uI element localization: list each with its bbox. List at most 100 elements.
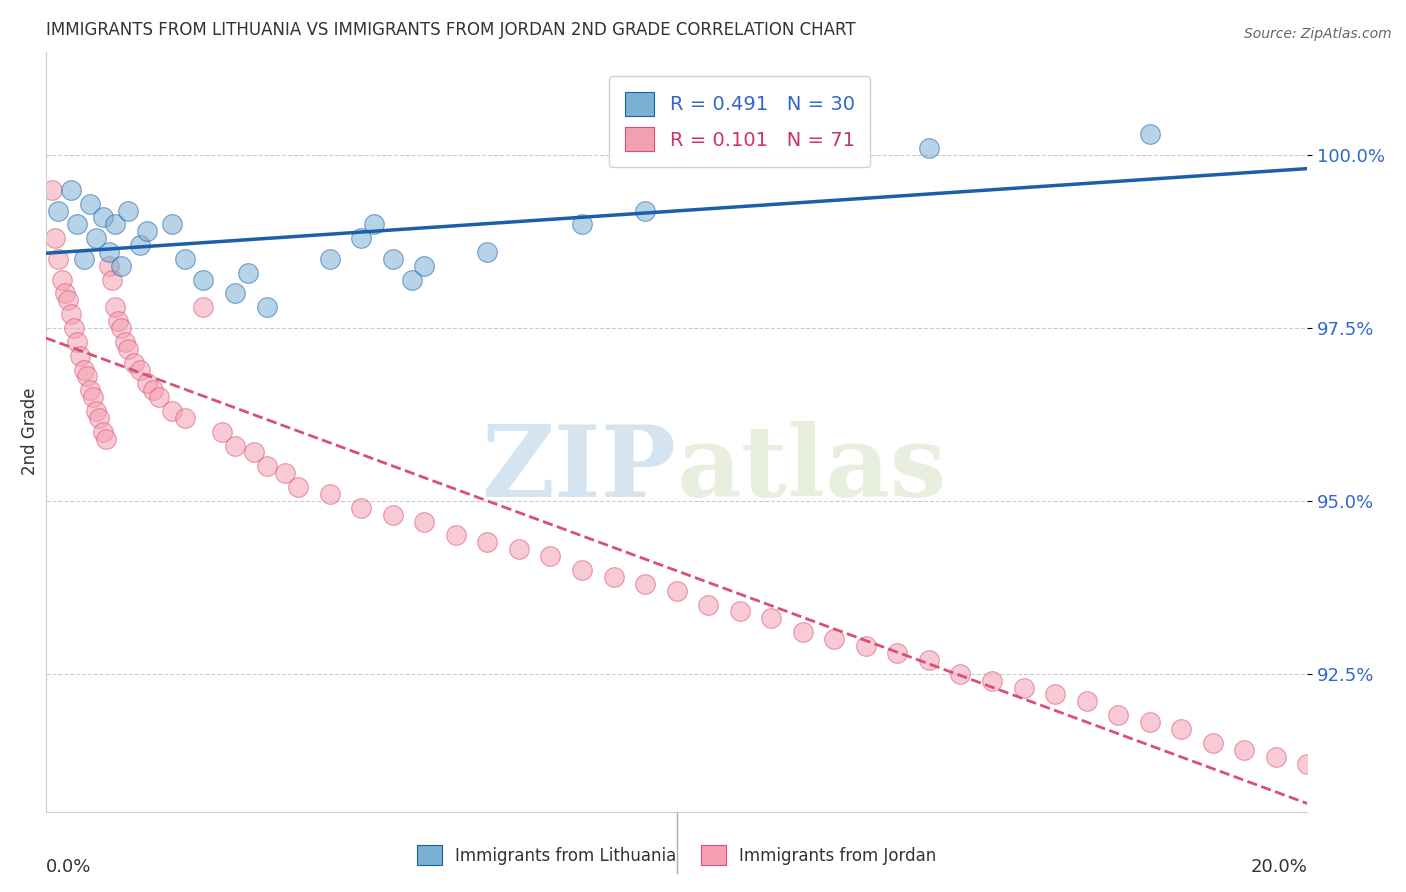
Point xyxy=(236,266,259,280)
Point xyxy=(89,410,111,425)
Point xyxy=(761,611,783,625)
Point xyxy=(1139,128,1161,142)
Point xyxy=(243,445,266,459)
Point xyxy=(117,342,139,356)
Point xyxy=(634,203,657,218)
Point xyxy=(44,231,66,245)
Point xyxy=(1107,708,1129,723)
Point xyxy=(51,272,73,286)
Point xyxy=(69,349,91,363)
Point xyxy=(256,459,278,474)
Text: IMMIGRANTS FROM LITHUANIA VS IMMIGRANTS FROM JORDAN 2ND GRADE CORRELATION CHART: IMMIGRANTS FROM LITHUANIA VS IMMIGRANTS … xyxy=(46,21,855,39)
Point xyxy=(94,432,117,446)
Point xyxy=(602,570,624,584)
Point xyxy=(110,259,132,273)
Point xyxy=(122,355,145,369)
Point xyxy=(823,632,845,647)
Text: ZIP: ZIP xyxy=(482,421,676,518)
Point xyxy=(224,286,246,301)
Point xyxy=(160,217,183,231)
Point xyxy=(117,203,139,218)
Point xyxy=(444,528,467,542)
Point xyxy=(949,666,972,681)
Point xyxy=(1296,756,1319,771)
Point xyxy=(1076,694,1098,708)
Point xyxy=(728,605,751,619)
Point xyxy=(1264,749,1286,764)
Point xyxy=(1170,722,1192,736)
Text: 0.0%: 0.0% xyxy=(46,857,91,876)
Point xyxy=(381,508,404,522)
Point xyxy=(855,639,877,653)
Point xyxy=(135,376,157,391)
Point xyxy=(1202,736,1225,750)
Point xyxy=(79,383,101,397)
Point xyxy=(224,439,246,453)
Point xyxy=(1233,743,1256,757)
Point xyxy=(104,300,127,314)
Point xyxy=(129,362,152,376)
Point xyxy=(148,390,170,404)
Point xyxy=(107,314,129,328)
Point xyxy=(193,300,215,314)
Point xyxy=(104,217,127,231)
Point xyxy=(97,259,120,273)
Point xyxy=(60,183,83,197)
Point xyxy=(97,244,120,259)
Point xyxy=(135,224,157,238)
Point xyxy=(381,252,404,266)
Point xyxy=(110,321,132,335)
Point xyxy=(79,196,101,211)
Point xyxy=(84,404,107,418)
Point xyxy=(84,231,107,245)
Point xyxy=(1043,688,1066,702)
Point xyxy=(63,321,86,335)
Point xyxy=(318,487,340,501)
Point xyxy=(792,625,814,640)
Point xyxy=(48,252,70,266)
Point xyxy=(508,542,530,557)
Point xyxy=(697,598,720,612)
Point xyxy=(538,549,561,564)
Point xyxy=(142,383,165,397)
Point xyxy=(1012,681,1035,695)
Text: atlas: atlas xyxy=(676,421,946,518)
Point xyxy=(160,404,183,418)
Text: 20.0%: 20.0% xyxy=(1250,857,1308,876)
Point xyxy=(56,293,79,308)
Point xyxy=(256,300,278,314)
Point xyxy=(91,211,114,225)
Point xyxy=(41,183,63,197)
Point xyxy=(76,369,98,384)
Point xyxy=(91,425,114,439)
Point xyxy=(72,252,94,266)
Point xyxy=(173,252,195,266)
Point xyxy=(477,535,499,549)
Point xyxy=(918,141,941,155)
Point xyxy=(981,673,1004,688)
Point xyxy=(571,217,593,231)
Point xyxy=(66,217,89,231)
Point xyxy=(193,272,215,286)
Point xyxy=(211,425,233,439)
Point xyxy=(1139,715,1161,730)
Point xyxy=(72,362,94,376)
Point xyxy=(350,231,373,245)
Point xyxy=(886,646,908,660)
Point xyxy=(173,410,195,425)
Point xyxy=(53,286,76,301)
Point xyxy=(274,467,297,481)
Point xyxy=(401,272,423,286)
Point xyxy=(101,272,124,286)
Point xyxy=(350,500,373,515)
Point xyxy=(665,583,688,598)
Y-axis label: 2nd Grade: 2nd Grade xyxy=(21,388,39,475)
Point xyxy=(413,515,436,529)
Point xyxy=(363,217,385,231)
Point xyxy=(918,653,941,667)
Point xyxy=(66,334,89,349)
Legend: Immigrants from Lithuania, Immigrants from Jordan: Immigrants from Lithuania, Immigrants fr… xyxy=(411,838,943,872)
Point xyxy=(318,252,340,266)
Point xyxy=(48,203,70,218)
Point xyxy=(477,244,499,259)
